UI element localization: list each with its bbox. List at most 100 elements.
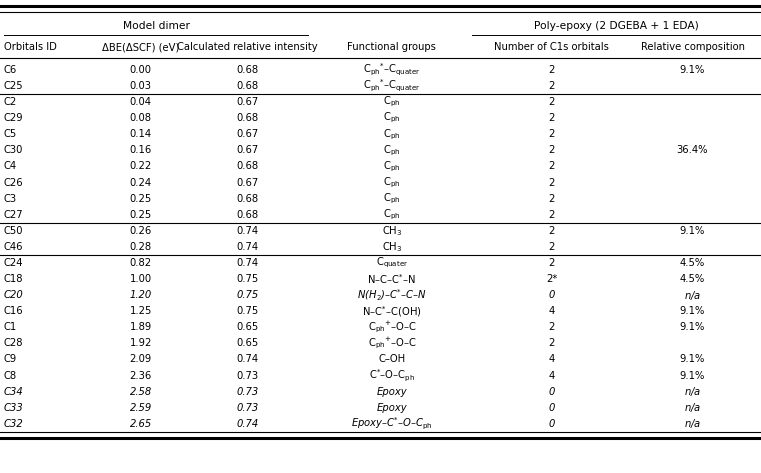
Text: 2: 2 xyxy=(549,193,555,204)
Text: C26: C26 xyxy=(4,177,24,188)
Text: $n$/$a$: $n$/$a$ xyxy=(684,401,701,414)
Text: 0.26: 0.26 xyxy=(129,226,152,236)
Text: 0.74: 0.74 xyxy=(236,354,259,365)
Text: 2: 2 xyxy=(549,81,555,91)
Text: C$_{\rm ph}$: C$_{\rm ph}$ xyxy=(384,175,400,190)
Text: C$_{\rm ph}$: C$_{\rm ph}$ xyxy=(384,208,400,222)
Text: 9.1%: 9.1% xyxy=(680,354,705,365)
Text: $N$(H$_2$)–C$^{*}$–C–N: $N$(H$_2$)–C$^{*}$–C–N xyxy=(357,288,427,303)
Text: 9.1%: 9.1% xyxy=(680,226,705,236)
Text: 0.67: 0.67 xyxy=(236,97,259,107)
Text: 2: 2 xyxy=(549,258,555,268)
Text: $n$/$a$: $n$/$a$ xyxy=(684,417,701,430)
Text: 0.68: 0.68 xyxy=(236,81,259,91)
Text: $n$/$a$: $n$/$a$ xyxy=(684,289,701,302)
Text: C$_{\rm ph}$: C$_{\rm ph}$ xyxy=(384,95,400,109)
Text: C$_{\rm ph}$$^{*}$–C$_{\rm quater}$: C$_{\rm ph}$$^{*}$–C$_{\rm quater}$ xyxy=(363,62,421,78)
Text: 0.22: 0.22 xyxy=(129,161,152,172)
Text: 0.24: 0.24 xyxy=(129,177,152,188)
Text: 4: 4 xyxy=(549,370,555,381)
Text: 4.5%: 4.5% xyxy=(680,258,705,268)
Text: 2: 2 xyxy=(549,113,555,123)
Text: 0.73: 0.73 xyxy=(236,403,259,413)
Text: C3: C3 xyxy=(4,193,17,204)
Text: 0.67: 0.67 xyxy=(236,145,259,156)
Text: 0.82: 0.82 xyxy=(129,258,152,268)
Text: N–C$^{*}$–C(OH): N–C$^{*}$–C(OH) xyxy=(362,304,422,319)
Text: C1: C1 xyxy=(4,322,17,333)
Text: C30: C30 xyxy=(4,145,23,156)
Text: Number of C1s orbitals: Number of C1s orbitals xyxy=(495,42,609,53)
Text: 0.68: 0.68 xyxy=(236,210,259,220)
Text: 0.65: 0.65 xyxy=(236,338,259,349)
Text: 0.04: 0.04 xyxy=(130,97,151,107)
Text: 1.92: 1.92 xyxy=(129,338,152,349)
Text: C24: C24 xyxy=(4,258,24,268)
Text: 2*: 2* xyxy=(546,274,557,284)
Text: 1.25: 1.25 xyxy=(129,306,152,316)
Text: Calculated relative intensity: Calculated relative intensity xyxy=(177,42,317,53)
Text: C25: C25 xyxy=(4,81,24,91)
Text: C27: C27 xyxy=(4,210,24,220)
Text: 1.89: 1.89 xyxy=(129,322,152,333)
Text: 2.58: 2.58 xyxy=(129,386,152,397)
Text: 2: 2 xyxy=(549,338,555,349)
Text: Functional groups: Functional groups xyxy=(348,42,436,53)
Text: C$_{\rm ph}$: C$_{\rm ph}$ xyxy=(384,192,400,206)
Text: 2: 2 xyxy=(549,145,555,156)
Text: C$_{\rm ph}$$^{*}$–C$_{\rm quater}$: C$_{\rm ph}$$^{*}$–C$_{\rm quater}$ xyxy=(363,78,421,94)
Text: CH$_3$: CH$_3$ xyxy=(382,224,402,238)
Text: C32: C32 xyxy=(4,419,24,429)
Text: 9.1%: 9.1% xyxy=(680,370,705,381)
Text: C$_{\rm ph}$$^{+}$–O–C: C$_{\rm ph}$$^{+}$–O–C xyxy=(368,320,416,335)
Text: 2.09: 2.09 xyxy=(129,354,152,365)
Text: 2: 2 xyxy=(549,242,555,252)
Text: C50: C50 xyxy=(4,226,24,236)
Text: 0.75: 0.75 xyxy=(236,274,259,284)
Text: C6: C6 xyxy=(4,65,17,75)
Text: 9.1%: 9.1% xyxy=(680,306,705,316)
Text: 2: 2 xyxy=(549,161,555,172)
Text: 1.00: 1.00 xyxy=(129,274,152,284)
Text: C5: C5 xyxy=(4,129,17,140)
Text: C34: C34 xyxy=(4,386,24,397)
Text: C$_{\rm ph}$: C$_{\rm ph}$ xyxy=(384,159,400,174)
Text: 0.73: 0.73 xyxy=(236,370,259,381)
Text: Model dimer: Model dimer xyxy=(123,21,189,31)
Text: 1.20: 1.20 xyxy=(129,290,152,300)
Text: 0: 0 xyxy=(549,403,555,413)
Text: 0: 0 xyxy=(549,419,555,429)
Text: 0.65: 0.65 xyxy=(236,322,259,333)
Text: 0.16: 0.16 xyxy=(129,145,152,156)
Text: 0.67: 0.67 xyxy=(236,177,259,188)
Text: C–OH: C–OH xyxy=(378,354,406,365)
Text: C$_{\rm ph}$: C$_{\rm ph}$ xyxy=(384,111,400,125)
Text: N–C–C$^{*}$–N: N–C–C$^{*}$–N xyxy=(368,272,416,286)
Text: C16: C16 xyxy=(4,306,24,316)
Text: C33: C33 xyxy=(4,403,24,413)
Text: 2.65: 2.65 xyxy=(129,419,152,429)
Text: Poly-epoxy (2 DGEBA + 1 EDA): Poly-epoxy (2 DGEBA + 1 EDA) xyxy=(534,21,699,31)
Text: 0.14: 0.14 xyxy=(129,129,152,140)
Text: 2.36: 2.36 xyxy=(129,370,152,381)
Text: 2: 2 xyxy=(549,129,555,140)
Text: 0.74: 0.74 xyxy=(236,258,259,268)
Text: C4: C4 xyxy=(4,161,17,172)
Text: 0.74: 0.74 xyxy=(236,242,259,252)
Text: 2: 2 xyxy=(549,177,555,188)
Text: 36.4%: 36.4% xyxy=(677,145,708,156)
Text: 2: 2 xyxy=(549,322,555,333)
Text: $n$/$a$: $n$/$a$ xyxy=(684,385,701,398)
Text: 0.67: 0.67 xyxy=(236,129,259,140)
Text: 0.68: 0.68 xyxy=(236,193,259,204)
Text: C18: C18 xyxy=(4,274,24,284)
Text: 4: 4 xyxy=(549,306,555,316)
Text: 4.5%: 4.5% xyxy=(680,274,705,284)
Text: C8: C8 xyxy=(4,370,17,381)
Text: C$_{\rm ph}$: C$_{\rm ph}$ xyxy=(384,127,400,141)
Text: 0.75: 0.75 xyxy=(236,290,259,300)
Text: 0.28: 0.28 xyxy=(129,242,152,252)
Text: 0.74: 0.74 xyxy=(236,419,259,429)
Text: Relative composition: Relative composition xyxy=(641,42,744,53)
Text: C2: C2 xyxy=(4,97,17,107)
